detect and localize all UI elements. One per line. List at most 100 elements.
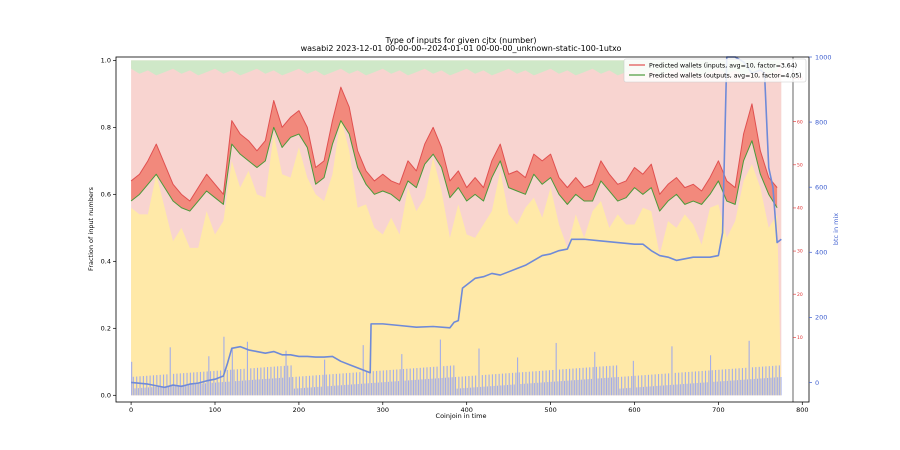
bg-spike — [659, 385, 661, 396]
y-axis-label: Fraction of input numbers — [87, 186, 95, 270]
bg-spike — [500, 385, 502, 396]
bg-spike — [171, 385, 173, 396]
bg-spike — [525, 371, 527, 396]
bg-spike — [604, 377, 606, 396]
bg-spike — [661, 373, 663, 396]
bg-spike — [688, 371, 690, 396]
bg-spike — [248, 380, 250, 396]
bg-spike — [295, 376, 297, 396]
bg-spike — [663, 385, 665, 396]
bg-spike — [505, 373, 507, 396]
bg-spike — [302, 376, 304, 396]
x-tick-label: 0 — [129, 406, 133, 414]
y-axis-right-inner: 10203040506070 — [793, 76, 803, 341]
bg-spike — [564, 380, 566, 396]
y-tick-label: 0.0 — [101, 392, 111, 400]
bg-spike — [399, 369, 401, 396]
bg-spike — [280, 366, 282, 396]
bg-spike — [612, 365, 614, 396]
bg-spike — [453, 365, 455, 396]
bg-spike — [159, 374, 161, 396]
bg-spike — [319, 375, 321, 396]
bg-spike — [730, 380, 732, 396]
bg-spike — [775, 365, 777, 396]
bg-spike — [221, 382, 223, 396]
bg-spike — [220, 370, 222, 396]
bg-spike — [379, 370, 381, 396]
bg-spike — [708, 370, 710, 396]
x-tick-label: 800 — [796, 406, 808, 414]
bg-spike — [183, 373, 185, 396]
bg-spike — [751, 367, 754, 396]
bg-spike — [198, 383, 200, 396]
x-tick-label: 700 — [712, 406, 724, 414]
bg-spike — [334, 385, 336, 396]
bg-spike — [307, 387, 309, 396]
bg-spike — [272, 378, 274, 396]
bg-spike — [543, 382, 545, 396]
bg-spike — [431, 378, 433, 396]
bg-spike — [501, 373, 504, 396]
bg-spike — [763, 378, 765, 396]
bg-spike — [407, 380, 410, 396]
bg-spike — [605, 366, 608, 396]
bg-spike — [668, 373, 670, 396]
bg-spike — [285, 350, 287, 396]
bg-spike — [686, 383, 688, 396]
bg-spike — [762, 366, 764, 396]
chart-subtitle: wasabi2 2023-12-01 00-00-00--2024-01-01 … — [301, 44, 622, 53]
bg-spike — [498, 373, 500, 396]
bg-spike — [394, 381, 396, 396]
bg-spike — [674, 372, 676, 396]
bg-spike — [436, 366, 438, 396]
x-axis-label: Coinjoin in time — [436, 412, 487, 420]
bg-spike — [434, 378, 436, 396]
bg-spike — [339, 373, 341, 396]
bg-spike — [151, 387, 153, 396]
bg-spike — [235, 381, 237, 396]
bg-spike — [134, 388, 136, 396]
bg-spike — [641, 375, 643, 396]
bg-spike — [230, 369, 232, 396]
bg-spike — [288, 377, 290, 396]
bg-spike — [587, 379, 589, 396]
series-line-0 — [130, 86, 778, 202]
bg-spike — [337, 385, 339, 396]
bg-spike — [503, 385, 505, 396]
bg-spike — [273, 366, 275, 396]
bg-spike — [475, 375, 477, 396]
x-axis: 0 100 200 300 400 500 600 700 800 — [129, 402, 808, 414]
bg-spike — [141, 387, 143, 396]
bg-spike — [476, 387, 478, 396]
prediction-gap-fill — [131, 87, 778, 212]
bg-spike — [258, 379, 260, 396]
bg-spike — [149, 375, 151, 396]
bg-spike — [735, 368, 737, 396]
bg-spike — [765, 366, 767, 396]
bg-spike — [451, 377, 453, 396]
bg-spike — [515, 372, 517, 396]
bg-spike — [344, 384, 346, 396]
bg-spike — [349, 372, 351, 396]
y-right-outer-tick-label: 600 — [815, 183, 827, 191]
bg-spike — [678, 372, 680, 396]
bg-spike — [632, 360, 634, 396]
bg-spike — [426, 367, 428, 396]
bg-spike — [528, 371, 530, 396]
bg-spike — [359, 372, 361, 396]
bg-spike — [166, 374, 168, 396]
bg-spike — [522, 372, 524, 396]
bg-spike — [303, 387, 306, 396]
chart-title: Type of inputs for given cjtx (number) — [384, 36, 536, 45]
bg-spike — [770, 377, 772, 396]
bg-spike — [461, 376, 463, 396]
y-axis-right-outer: 0 200 400 600 800 1000 — [809, 53, 832, 387]
bg-spike — [590, 378, 592, 396]
bg-spike — [188, 384, 190, 396]
bg-spike — [726, 380, 728, 396]
bg-spike — [132, 376, 134, 396]
bg-spike — [253, 368, 255, 396]
series-line-1 — [130, 120, 778, 212]
bg-spike — [449, 365, 452, 396]
legend-box — [623, 58, 807, 83]
